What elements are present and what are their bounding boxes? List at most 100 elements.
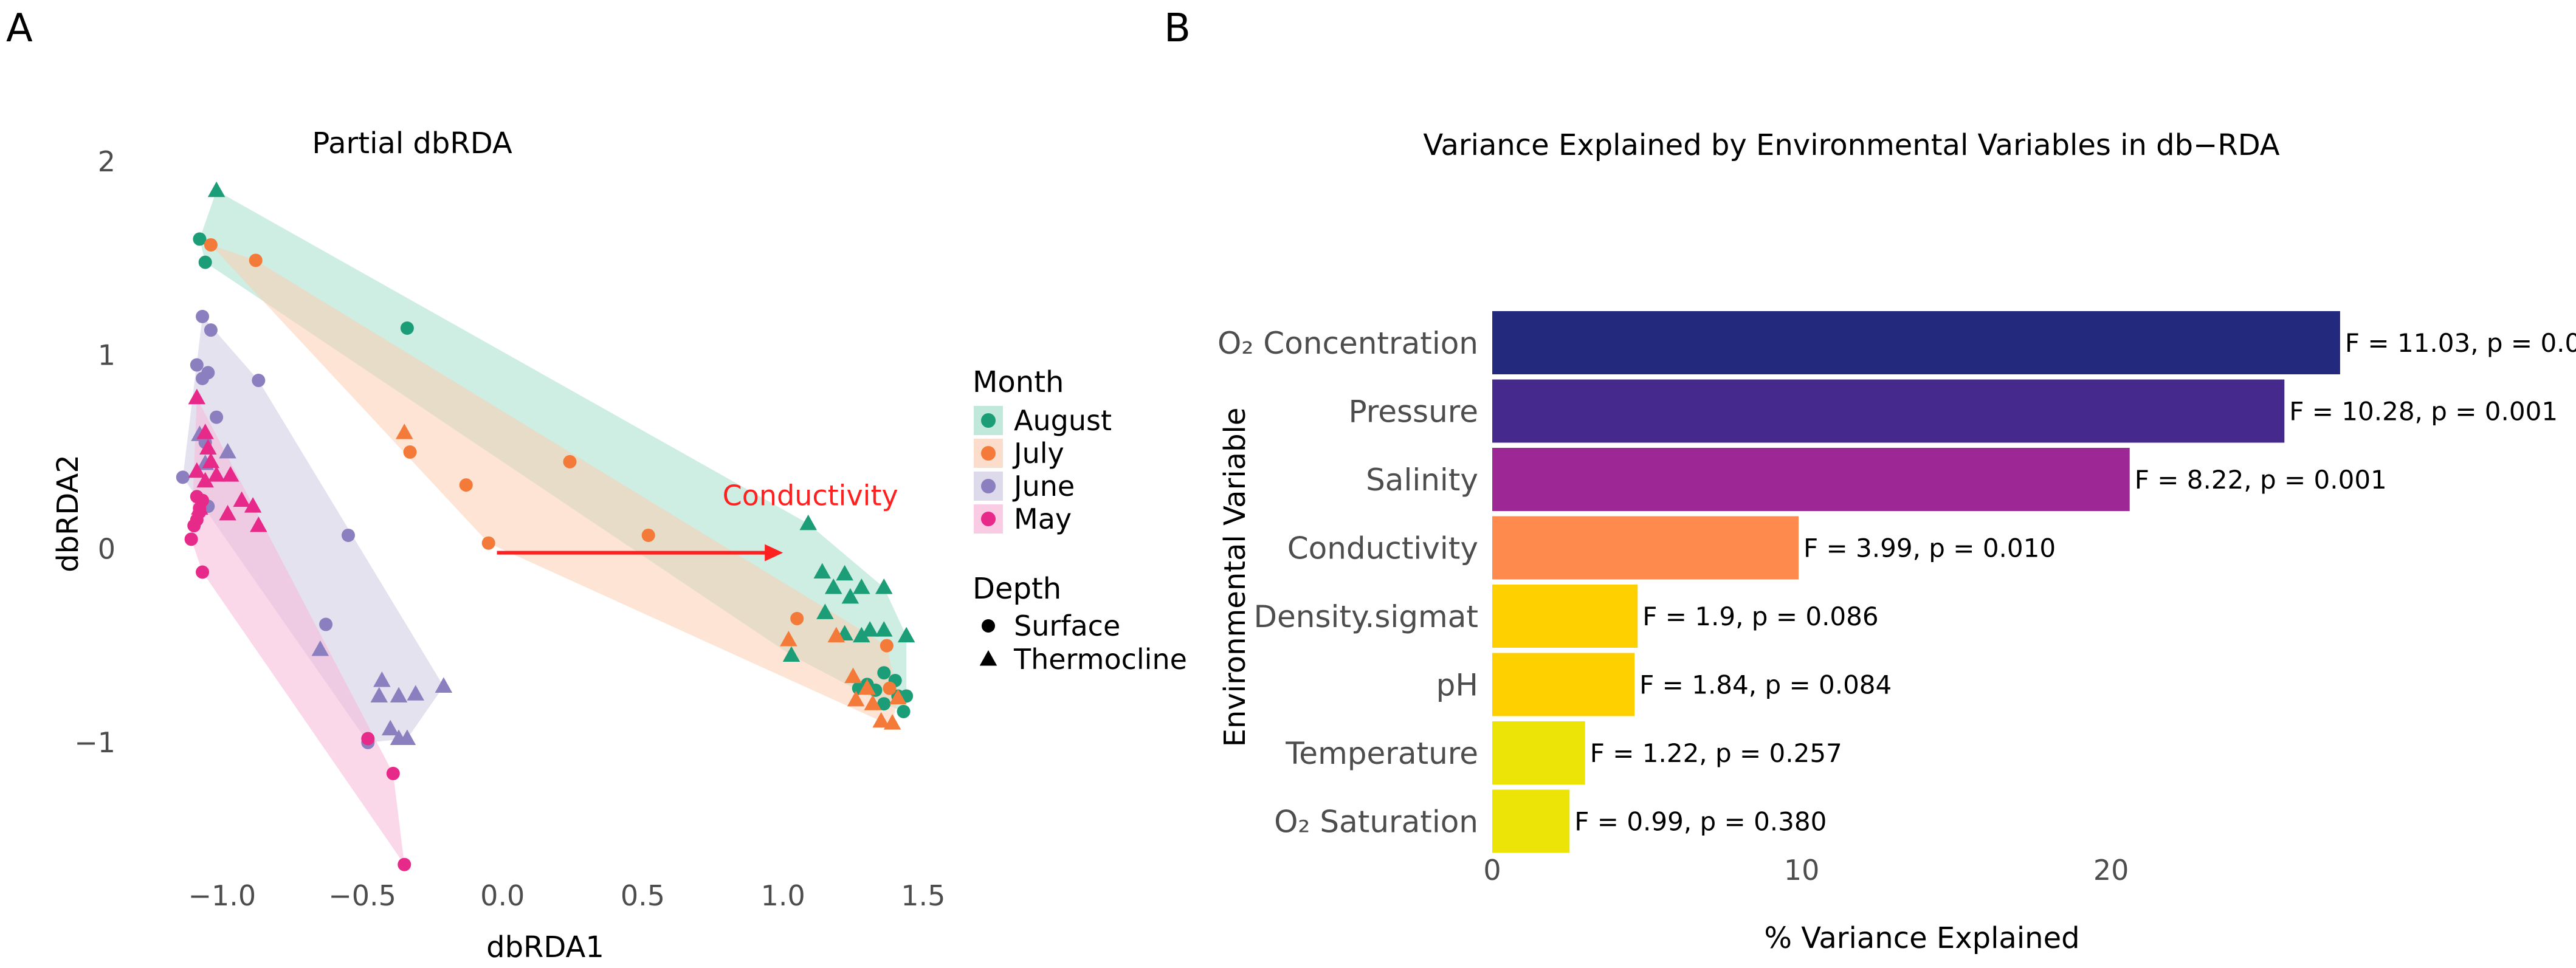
point-july-surface bbox=[481, 536, 495, 550]
point-may-thermocline bbox=[219, 504, 236, 521]
point-june-thermocline bbox=[398, 729, 416, 746]
bar-value-label-salinity: F = 8.22, p = 0.001 bbox=[2135, 465, 2387, 495]
point-july-thermocline bbox=[847, 690, 865, 707]
scatter-y-tick-label: 1 bbox=[98, 339, 115, 372]
point-july-thermocline bbox=[844, 667, 862, 684]
bar-ph bbox=[1492, 653, 1635, 716]
point-july-surface bbox=[641, 528, 655, 542]
point-july-thermocline bbox=[864, 695, 882, 710]
panel-a-letter: A bbox=[6, 6, 33, 51]
category-label-o-saturation: O₂ Saturation bbox=[1274, 805, 1478, 840]
bar-title: Variance Explained by Environmental Vari… bbox=[1423, 128, 2279, 162]
point-august-thermocline bbox=[799, 514, 817, 530]
legend-label-june: June bbox=[1012, 470, 1075, 503]
variance-explained-bar-chart: Variance Explained by Environmental Vari… bbox=[1217, 128, 2576, 955]
scatter-y-axis-title: dbRDA2 bbox=[51, 455, 85, 572]
point-june-surface bbox=[190, 358, 204, 372]
point-august-thermocline bbox=[782, 646, 801, 662]
bar-value-label-temperature: F = 1.22, p = 0.257 bbox=[1590, 738, 1842, 768]
category-label-o-concentration: O₂ Concentration bbox=[1217, 326, 1478, 361]
point-july-surface bbox=[563, 455, 577, 469]
point-june-surface bbox=[210, 410, 224, 424]
category-label-salinity: Salinity bbox=[1366, 462, 1478, 498]
point-may-surface bbox=[187, 519, 201, 533]
point-august-thermocline bbox=[861, 621, 879, 637]
point-july-thermocline bbox=[780, 631, 797, 647]
category-label-pressure: Pressure bbox=[1348, 394, 1478, 430]
point-may-thermocline bbox=[199, 439, 217, 455]
bar-x-tick-label: 20 bbox=[2093, 854, 2129, 887]
panel-b-letter: B bbox=[1164, 6, 1191, 51]
point-june-thermocline bbox=[370, 687, 388, 702]
point-august-thermocline bbox=[836, 565, 853, 581]
point-july-surface bbox=[204, 238, 218, 252]
point-june-thermocline bbox=[311, 640, 329, 656]
point-may-thermocline bbox=[188, 388, 206, 405]
bar-y-axis-title: Environmental Variable bbox=[1218, 408, 1252, 747]
bar-x-axis-title: % Variance Explained bbox=[1764, 921, 2079, 955]
conductivity-arrow-head bbox=[765, 544, 783, 561]
category-label-temperature: Temperature bbox=[1285, 736, 1478, 771]
point-may-thermocline bbox=[221, 466, 239, 482]
scatter-x-axis-title: dbRDA1 bbox=[486, 930, 604, 964]
point-august-surface bbox=[897, 704, 911, 718]
point-august-thermocline bbox=[897, 626, 915, 643]
point-july-thermocline bbox=[872, 712, 890, 728]
point-may-surface bbox=[386, 766, 400, 780]
point-june-thermocline bbox=[435, 677, 453, 693]
point-june-surface bbox=[196, 371, 210, 385]
legend-month-title: Month bbox=[973, 365, 1064, 399]
scatter-y-tick-label: −1 bbox=[74, 726, 115, 759]
bar-value-label-pressure: F = 10.28, p = 0.001 bbox=[2289, 397, 2558, 427]
legend-marker-surface bbox=[982, 619, 995, 633]
conductivity-arrow-group: Conductivity bbox=[497, 479, 898, 561]
scatter-points bbox=[176, 181, 915, 871]
legend-label-july: July bbox=[1012, 437, 1064, 470]
point-august-surface bbox=[877, 697, 891, 711]
point-june-thermocline bbox=[381, 719, 399, 736]
point-august-thermocline bbox=[813, 563, 832, 579]
scatter-x-ticks: −1.0 −0.5 0.0 0.5 1.0 1.5 bbox=[188, 879, 945, 912]
scatter-y-tick-label: 2 bbox=[98, 145, 115, 178]
hull-may bbox=[191, 397, 405, 865]
bar-conductivity bbox=[1492, 516, 1799, 580]
scatter-x-tick-label: 0.0 bbox=[480, 879, 525, 912]
category-label-ph: pH bbox=[1436, 668, 1478, 703]
legend-marker-june bbox=[981, 479, 996, 493]
conductivity-arrow-label: Conductivity bbox=[723, 479, 898, 512]
point-may-surface bbox=[184, 532, 198, 546]
point-july-surface bbox=[403, 445, 417, 459]
point-june-surface bbox=[196, 309, 210, 323]
partial-dbrda-scatter-chart: Partial dbRDA dbRDA1 dbRDA2 Conductivity… bbox=[51, 126, 1187, 964]
scatter-x-tick-label: 1.5 bbox=[901, 879, 945, 912]
bar-salinity bbox=[1492, 448, 2130, 511]
legend-depth-title: Depth bbox=[973, 572, 1061, 606]
point-august-thermocline bbox=[824, 578, 842, 594]
point-may-thermocline bbox=[188, 462, 206, 478]
point-august-surface bbox=[400, 321, 414, 335]
point-june-surface bbox=[341, 528, 355, 542]
scatter-hulls bbox=[182, 190, 907, 865]
point-may-thermocline bbox=[250, 517, 267, 532]
point-june-surface bbox=[319, 617, 333, 631]
point-may-surface bbox=[196, 565, 210, 579]
bar-value-label-density-sigmat: F = 1.9, p = 0.086 bbox=[1642, 602, 1878, 631]
bar-o-saturation bbox=[1492, 789, 1570, 853]
point-august-thermocline bbox=[816, 603, 834, 619]
point-may-thermocline bbox=[207, 466, 226, 482]
point-august-thermocline bbox=[207, 181, 226, 197]
bar-value-label-o-concentration: F = 11.03, p = 0.001 bbox=[2345, 328, 2576, 358]
point-may-surface bbox=[398, 857, 412, 871]
bar-density-sigmat bbox=[1492, 585, 1638, 648]
point-june-thermocline bbox=[390, 687, 408, 702]
point-july-surface bbox=[249, 253, 263, 267]
bar-value-label-conductivity: F = 3.99, p = 0.010 bbox=[1803, 534, 2056, 563]
category-label-density-sigmat: Density.sigmat bbox=[1254, 599, 1478, 634]
point-august-thermocline bbox=[875, 621, 893, 637]
bar-x-tick-label: 10 bbox=[1784, 854, 1820, 887]
bar-pressure bbox=[1492, 379, 2285, 443]
legend-marker-thermocline bbox=[979, 650, 997, 666]
point-july-thermocline bbox=[889, 688, 907, 705]
